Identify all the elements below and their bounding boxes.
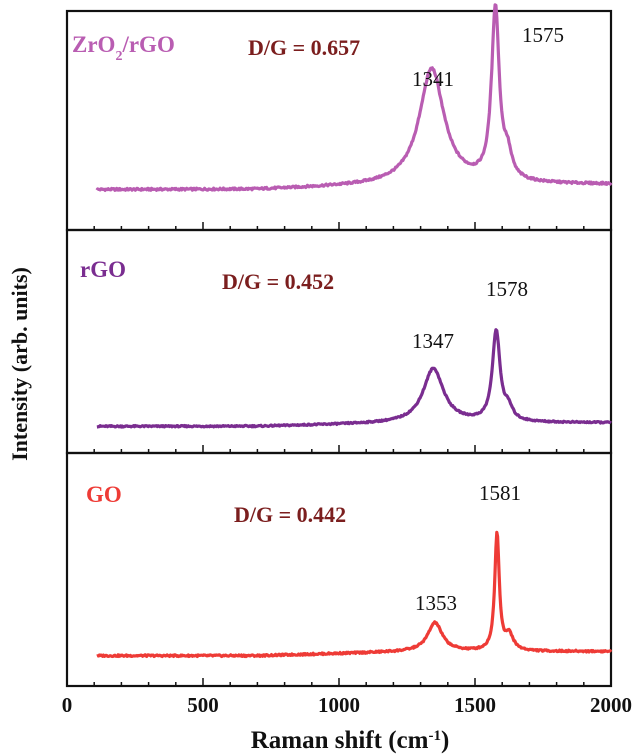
y-axis-title: Intensity (arb. units) [7, 267, 32, 461]
peak-label: 1341 [412, 67, 454, 91]
peak-label: 1353 [415, 591, 457, 615]
spectrum-line [97, 532, 611, 656]
spectrum-line [97, 330, 611, 427]
peak-label: 1347 [412, 329, 454, 353]
x-axis-title: Raman shift (cm-1) [251, 727, 450, 754]
peak-label: 1578 [486, 277, 528, 301]
panel-2: rGO D/G = 0.452 1347 1578 [67, 230, 611, 453]
panels-group: ZrO2/rGO D/G = 0.657 1341 1575 rGO D/G = 0.45… [67, 5, 611, 686]
sample-label: rGO [80, 257, 126, 282]
x-axis: 0 500 1000 1500 2000 [62, 693, 632, 717]
x-tick-label: 1000 [318, 693, 360, 717]
dg-ratio-label: D/G = 0.452 [222, 269, 334, 294]
peak-label: 1581 [479, 481, 521, 505]
x-tick-label: 0 [62, 693, 73, 717]
sample-label: GO [86, 482, 122, 507]
x-tick-label: 1500 [454, 693, 496, 717]
sample-label: ZrO2/rGO [72, 32, 175, 64]
panel-3: GO D/G = 0.442 1353 1581 [67, 453, 611, 686]
dg-ratio-label: D/G = 0.442 [234, 502, 346, 527]
dg-ratio-label: D/G = 0.657 [248, 35, 360, 60]
x-tick-label: 500 [187, 693, 219, 717]
peak-label: 1575 [522, 23, 564, 47]
x-tick-label: 2000 [590, 693, 632, 717]
panel-1: ZrO2/rGO D/G = 0.657 1341 1575 [67, 5, 611, 230]
